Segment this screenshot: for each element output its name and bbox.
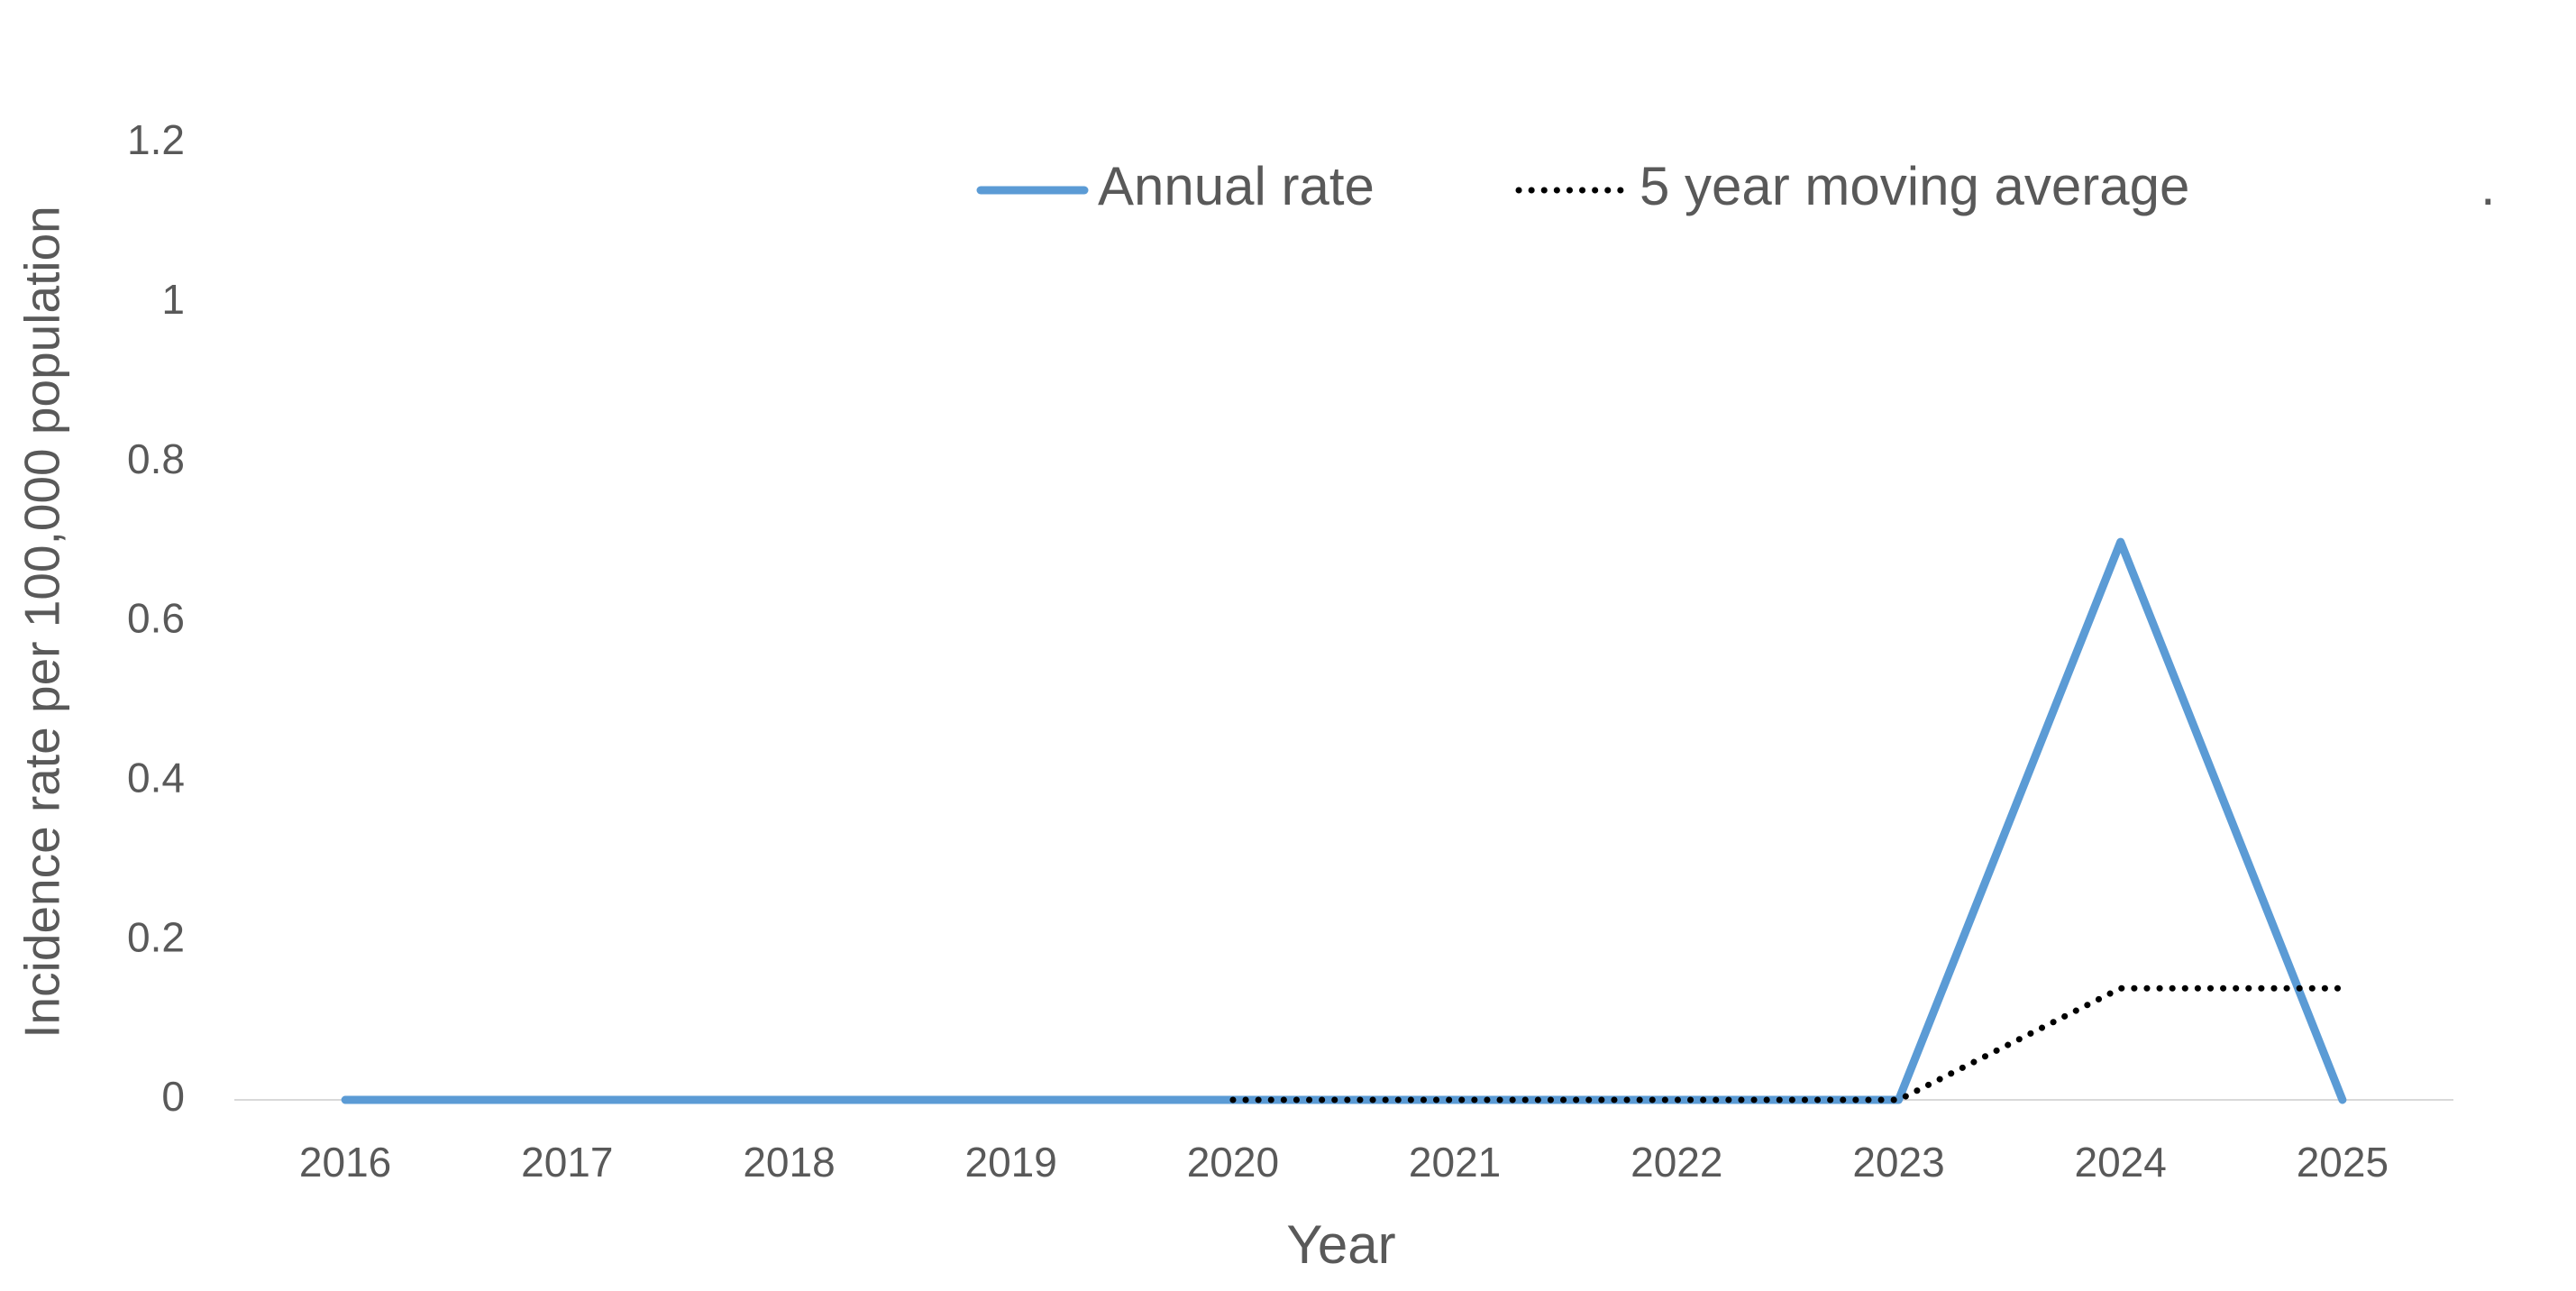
series-line [341,537,2347,1104]
y-tick-label: 1 [161,276,185,323]
x-tick-label: 2022 [1631,1139,1722,1186]
y-tick-label: 0.4 [127,754,185,801]
y-tick-label: 0.2 [127,913,185,960]
legend-label: Annual rate [1098,156,1375,216]
x-tick-label: 2016 [299,1139,391,1186]
y-tick-label: 0 [161,1073,185,1120]
legend-label: 5 year moving average [1640,156,2189,216]
x-tick-label: 2020 [1187,1139,1279,1186]
series-line [1229,984,2346,1103]
x-axis-title: Year [1286,1214,1395,1275]
x-tick-label: 2018 [743,1139,835,1186]
x-tick-label: 2024 [2075,1139,2167,1186]
x-tick-label: 2023 [1852,1139,1944,1186]
y-axis-title: Incidence rate per 100,000 population [14,206,70,1038]
y-tick-label: 0.8 [127,435,185,482]
x-tick-label: 2021 [1409,1139,1501,1186]
x-tick-label: 2025 [2297,1139,2389,1186]
legend-extra: . [2480,156,2496,216]
y-tick-label: 0.6 [127,595,185,642]
x-tick-label: 2019 [965,1139,1057,1186]
x-tick-label: 2017 [521,1139,613,1186]
y-tick-label: 1.2 [127,116,185,163]
